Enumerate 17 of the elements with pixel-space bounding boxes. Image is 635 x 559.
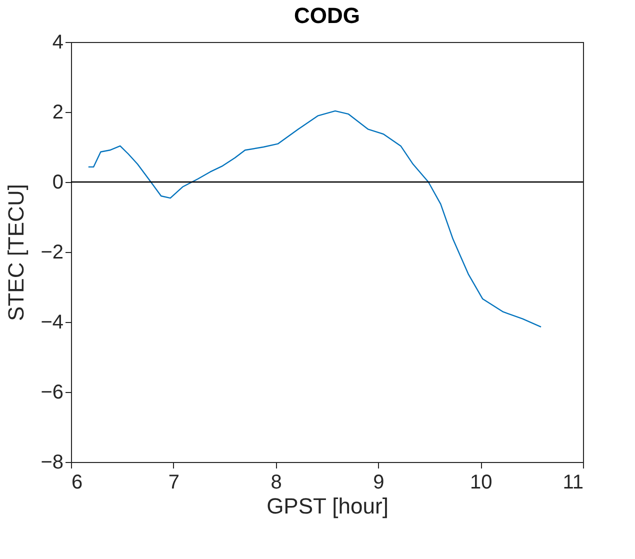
y-tick-label: 4	[52, 32, 64, 54]
x-axis-title: GPST [hour]	[266, 494, 388, 518]
x-tick-label: 11	[562, 472, 584, 494]
x-tick-label: 10	[470, 472, 492, 494]
x-tick-label: 8	[270, 472, 282, 494]
y-axis-title: STEC [TECU]	[4, 184, 29, 321]
y-tick-label: 2	[52, 102, 64, 124]
y-tick-label: −6	[40, 382, 64, 404]
chart-title: CODG	[294, 3, 360, 28]
y-tick-label: −2	[40, 242, 64, 264]
y-tick-label: −4	[40, 312, 64, 334]
x-tick-label: 9	[373, 472, 384, 494]
y-tick-label: 0	[52, 172, 64, 194]
x-tick-label: 6	[72, 472, 83, 494]
line-series	[88, 110, 542, 328]
x-tick-label: 7	[168, 472, 180, 494]
y-tick-label: −8	[40, 452, 64, 474]
